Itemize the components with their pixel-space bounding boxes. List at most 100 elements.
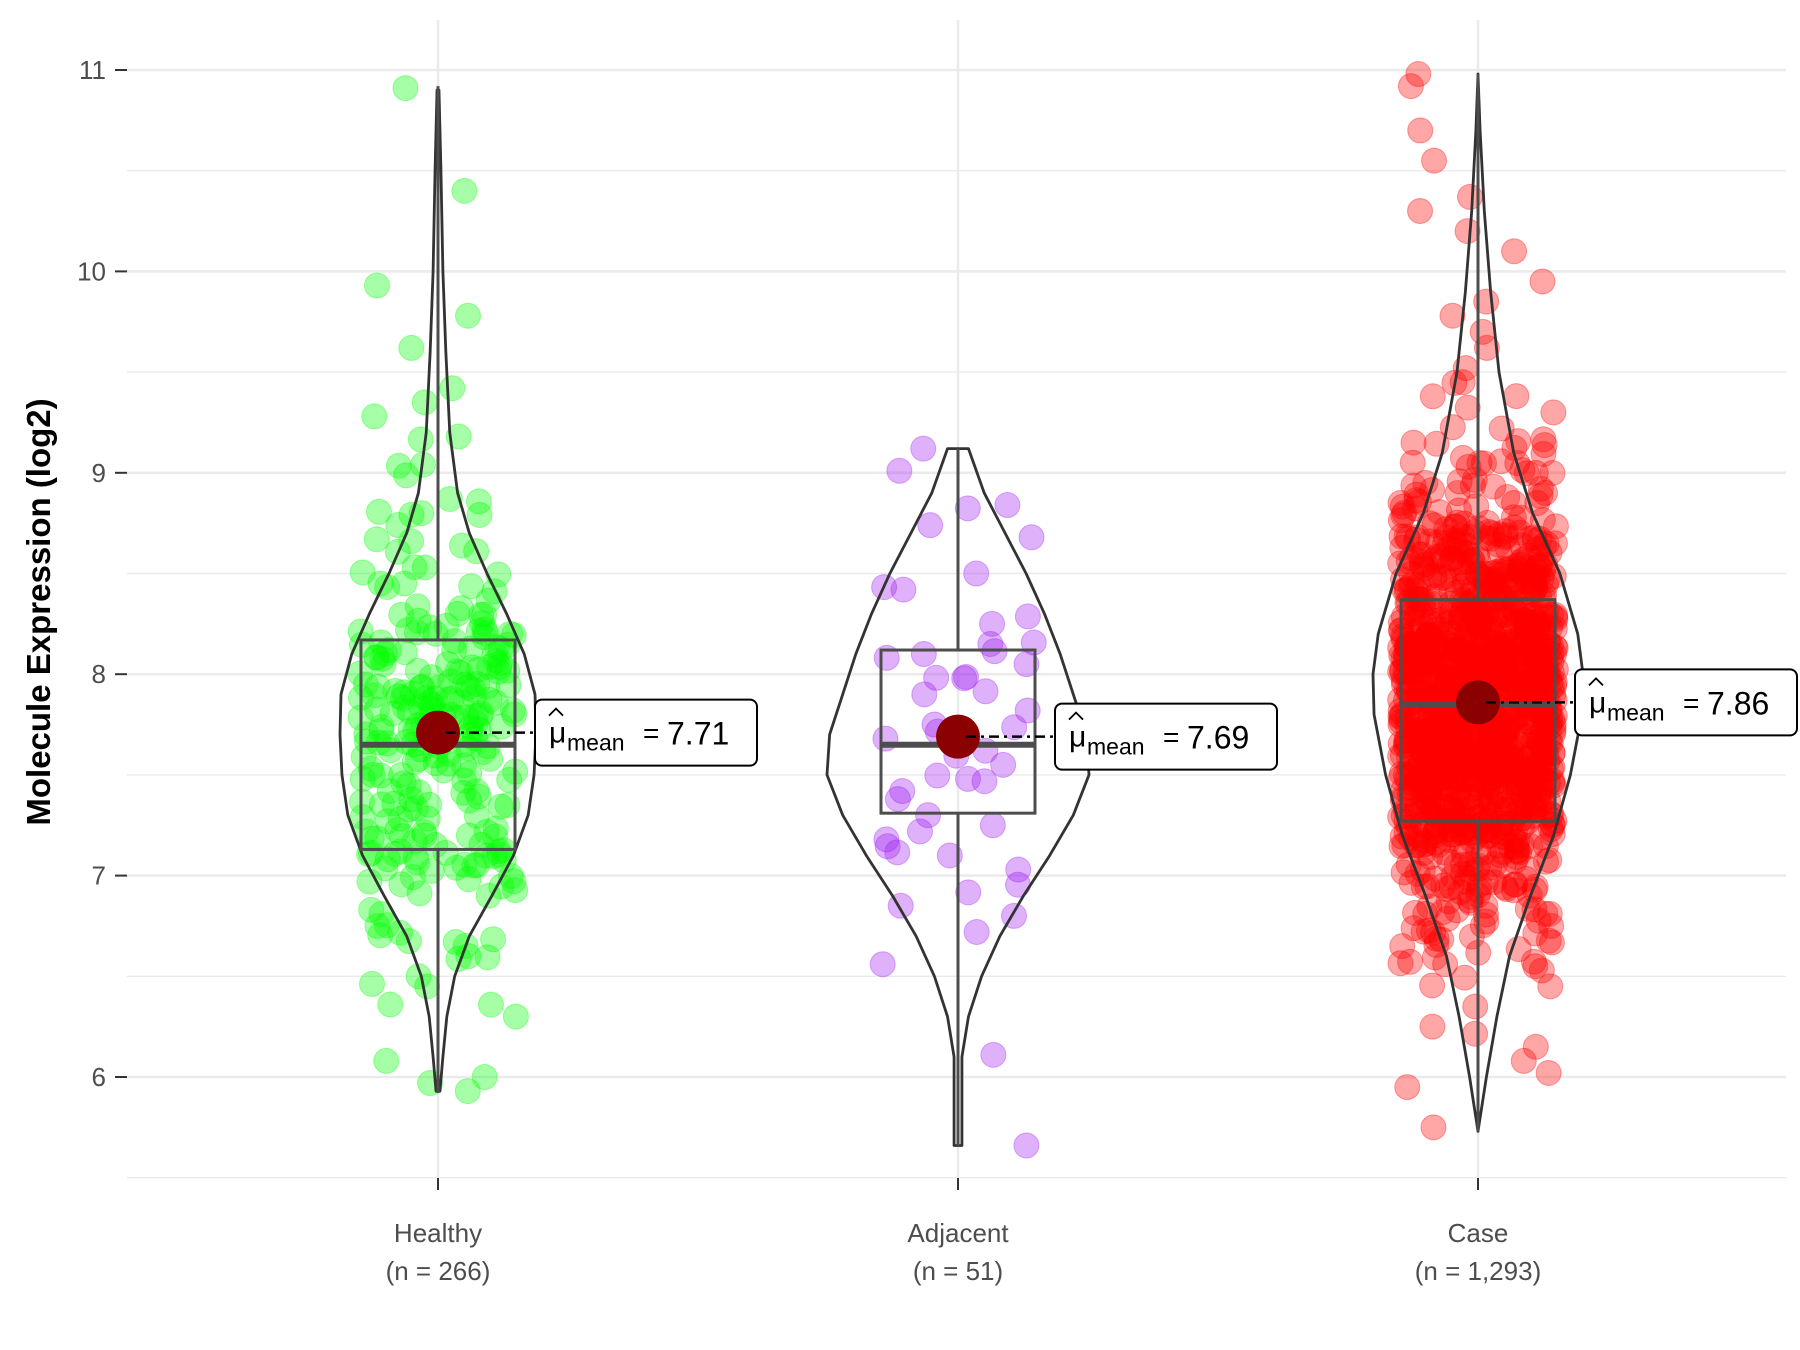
data-point <box>1527 551 1554 578</box>
data-point <box>1471 737 1498 764</box>
data-point <box>1446 806 1473 833</box>
data-point <box>1415 776 1442 803</box>
data-point <box>1398 774 1425 801</box>
data-point <box>1427 744 1454 771</box>
mean-subscript: mean <box>567 730 625 756</box>
data-point <box>1513 607 1540 634</box>
data-point <box>398 334 425 361</box>
data-point <box>923 664 950 691</box>
y-tick-label: 11 <box>79 55 106 85</box>
data-point <box>381 790 408 817</box>
data-point <box>464 670 491 697</box>
data-point <box>1450 851 1477 878</box>
data-point <box>1454 394 1481 421</box>
data-point <box>367 922 394 949</box>
data-point <box>465 783 492 810</box>
data-point <box>1410 873 1437 900</box>
data-point <box>1392 641 1419 668</box>
data-point <box>1448 537 1475 564</box>
data-point <box>1498 737 1525 764</box>
data-point <box>414 805 441 832</box>
data-point <box>1507 806 1534 833</box>
data-point <box>1505 936 1532 963</box>
data-point <box>1411 726 1438 753</box>
data-point <box>1518 774 1545 801</box>
data-point <box>1493 876 1520 903</box>
data-point <box>1492 874 1519 901</box>
data-point <box>990 751 1017 778</box>
data-point <box>1486 842 1513 869</box>
data-point <box>1522 625 1549 652</box>
data-point <box>1516 638 1543 665</box>
data-point <box>1435 793 1462 820</box>
data-point <box>461 852 488 879</box>
data-point <box>411 819 438 846</box>
data-point <box>1499 572 1526 599</box>
data-point <box>889 778 916 805</box>
data-point <box>1423 616 1450 643</box>
data-point <box>1481 869 1508 896</box>
data-point <box>1493 751 1520 778</box>
data-point <box>1410 839 1437 866</box>
mean-label-box <box>534 698 758 767</box>
data-point <box>395 772 422 799</box>
data-point <box>954 495 981 522</box>
data-point <box>1444 766 1471 793</box>
data-point <box>1448 555 1475 582</box>
data-point <box>1482 758 1509 785</box>
data-point <box>1488 753 1515 780</box>
mean-label-box <box>1574 668 1798 737</box>
data-point <box>1506 759 1533 786</box>
data-point <box>1468 602 1495 629</box>
data-point <box>1491 762 1518 789</box>
data-point <box>1390 626 1417 653</box>
data-point <box>1480 817 1507 844</box>
data-point <box>414 973 441 1000</box>
data-point <box>1442 650 1469 677</box>
data-point <box>1419 477 1446 504</box>
data-point <box>915 802 942 829</box>
data-point <box>1503 833 1530 860</box>
data-point <box>456 787 483 814</box>
data-point <box>1441 747 1468 774</box>
data-point <box>1428 607 1455 634</box>
data-point <box>1473 334 1500 361</box>
data-point <box>1475 518 1502 545</box>
data-point <box>1391 499 1418 526</box>
data-point <box>1475 823 1502 850</box>
data-point <box>1417 799 1444 826</box>
data-point <box>1420 797 1447 824</box>
data-point <box>1538 641 1565 668</box>
data-point <box>1394 1074 1421 1101</box>
data-point <box>873 826 900 853</box>
data-point <box>1434 776 1461 803</box>
data-point <box>474 944 501 971</box>
data-point <box>358 825 385 852</box>
data-point <box>1497 613 1524 640</box>
data-point <box>1444 509 1471 536</box>
data-point <box>1406 658 1433 685</box>
data-point <box>1414 747 1441 774</box>
data-point <box>1460 775 1487 802</box>
data-point <box>1523 648 1550 675</box>
data-point <box>1461 819 1488 846</box>
data-point <box>1466 563 1493 590</box>
data-point <box>1474 627 1501 654</box>
data-point <box>1514 895 1541 922</box>
data-point <box>418 664 445 691</box>
data-point <box>1480 568 1507 595</box>
data-point <box>1448 788 1475 815</box>
data-point <box>1398 670 1425 697</box>
data-point <box>1398 571 1425 598</box>
data-point <box>482 689 509 716</box>
data-point <box>1466 742 1493 769</box>
data-point <box>1410 737 1437 764</box>
data-point <box>951 665 978 692</box>
data-point <box>1515 610 1542 637</box>
data-point <box>1442 791 1469 818</box>
data-point <box>485 561 512 588</box>
data-point <box>1454 218 1481 245</box>
data-point <box>1492 758 1519 785</box>
data-point <box>1536 900 1563 927</box>
data-point <box>1390 603 1417 630</box>
